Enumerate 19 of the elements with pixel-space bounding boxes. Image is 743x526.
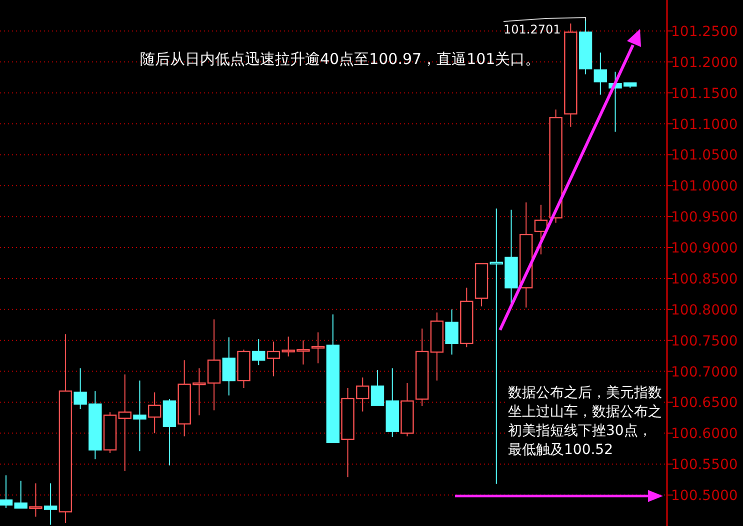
y-tick-label: 100.8500 [671,271,738,288]
y-tick-label: 100.6000 [671,426,738,442]
annotation: 随后从日内低点迅速拉升逾40点至100.97，直逼101关口。 [140,50,540,69]
y-tick-label: 101.2500 [671,24,738,40]
y-tick-label: 101.0500 [671,148,738,164]
y-tick-label: 100.9000 [671,240,738,257]
y-tick-label: 101.2000 [671,54,738,71]
y-tick-label: 100.5000 [671,488,738,504]
y-tick-label: 100.6500 [671,395,738,412]
annotation: 101.2701 [504,22,561,37]
y-tick-label: 100.7500 [671,333,738,350]
y-tick-label: 100.7000 [671,364,738,380]
y-tick-label: 100.5500 [671,457,738,474]
y-tick-label: 101.0000 [671,178,738,195]
y-tick-label: 101.1000 [671,116,738,133]
y-tick-label: 100.9500 [671,210,738,226]
y-tick-label: 100.8000 [671,302,738,318]
y-tick-label: 101.1500 [671,86,738,102]
annotation: 数据公布之后，美元指数坐上过山车，数据公布之初美指短线下挫30点，最低触及100.52 [508,384,662,460]
